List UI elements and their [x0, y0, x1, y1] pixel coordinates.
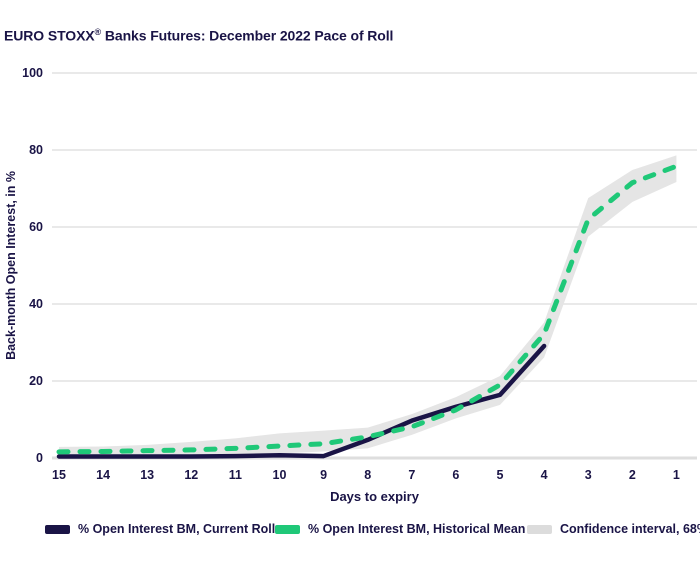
confidence-band — [59, 155, 677, 457]
y-tick-label-60: 60 — [29, 220, 43, 234]
x-tick-label-6: 6 — [452, 468, 460, 482]
chart-title: EURO STOXX® Banks Futures: December 2022… — [4, 27, 393, 44]
historical-mean-line — [56, 163, 679, 455]
legend-label-current-roll: % Open Interest BM, Current Roll — [78, 522, 276, 536]
x-tick-label-2: 2 — [628, 468, 636, 482]
x-axis-title: Days to expiry — [330, 489, 419, 504]
x-tick-label-9: 9 — [320, 468, 328, 482]
y-tick-label-80: 80 — [29, 143, 43, 157]
x-tick-label-10: 10 — [272, 468, 287, 482]
x-tick-label-3: 3 — [584, 468, 592, 482]
current-roll-line — [56, 343, 547, 459]
y-axis-title-text: Back-month Open Interest, in % — [4, 171, 18, 360]
x-tick-label-13: 13 — [140, 468, 155, 482]
legend-label-historical-mean: % Open Interest BM, Historical Mean — [308, 522, 526, 536]
y-tick-label-100: 100 — [22, 66, 43, 80]
chart-legend: % Open Interest BM, Current Roll % Open I… — [0, 518, 700, 540]
legend-item-confidence-interval: Confidence interval, 68% — [527, 518, 700, 540]
x-tick-label-12: 12 — [184, 468, 199, 482]
legend-item-historical-mean: % Open Interest BM, Historical Mean — [275, 518, 525, 540]
y-tick-label-0: 0 — [36, 451, 43, 465]
legend-label-confidence-interval: Confidence interval, 68% — [560, 522, 700, 536]
legend-item-current-roll: % Open Interest BM, Current Roll — [45, 518, 275, 540]
x-tick-label-8: 8 — [364, 468, 372, 482]
chart-title-main: EURO STOXX — [4, 27, 95, 44]
x-tick-label-4: 4 — [540, 468, 548, 482]
y-tick-label-40: 40 — [29, 297, 43, 311]
x-tick-label-5: 5 — [496, 468, 504, 482]
legend-swatch-historical-mean — [275, 524, 300, 534]
x-tick-label-14: 14 — [96, 468, 111, 482]
x-tick-label-7: 7 — [408, 468, 416, 482]
x-tick-label-15: 15 — [52, 468, 66, 482]
x-tick-label-1: 1 — [672, 468, 680, 482]
registered-trademark-symbol: ® — [94, 27, 102, 37]
legend-swatch-confidence-interval — [527, 524, 552, 534]
y-axis-title: Back-month Open Interest, in % — [2, 73, 20, 458]
legend-swatch-current-roll — [45, 524, 70, 534]
y-tick-label-20: 20 — [29, 374, 43, 388]
x-tick-label-11: 11 — [228, 468, 242, 482]
chart-title-rest: Banks Futures: December 2022 Pace of Rol… — [101, 27, 394, 44]
